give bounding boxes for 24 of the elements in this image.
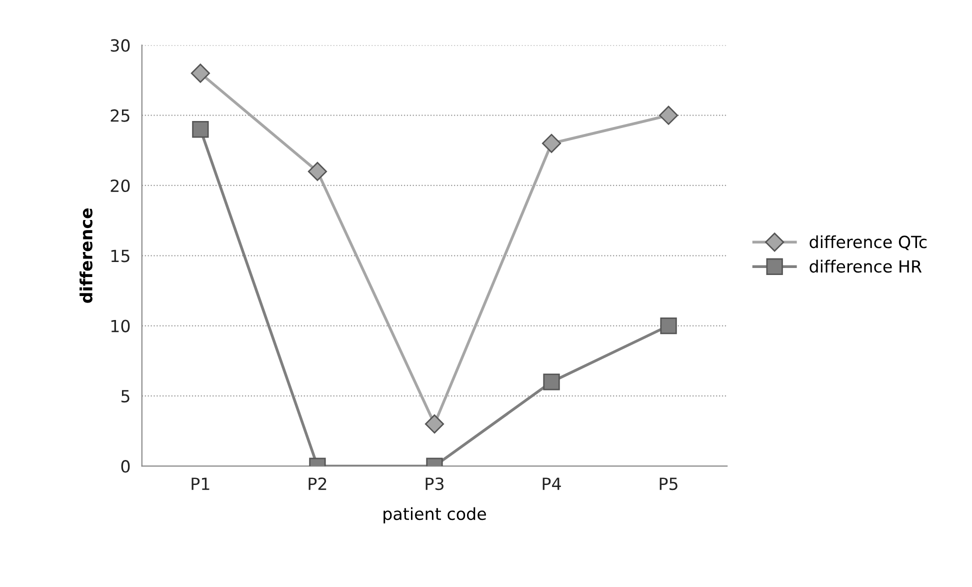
y-tick-label: 15 bbox=[111, 250, 130, 262]
x-tick-label: P2 bbox=[308, 477, 326, 490]
x-tick-label: P4 bbox=[542, 478, 561, 490]
point bbox=[660, 317, 677, 334]
x-tick-label: P1 bbox=[192, 478, 210, 490]
y-tick-label: 10 bbox=[111, 320, 130, 332]
x-tick-label: P5 bbox=[660, 478, 678, 490]
x-tick-label: P3 bbox=[426, 477, 444, 490]
y-tick-label: 5 bbox=[121, 390, 130, 402]
y-tick-label: 25 bbox=[110, 109, 130, 122]
y-tick-label: 30 bbox=[110, 39, 130, 52]
y-tick-label: 0 bbox=[121, 460, 130, 473]
point bbox=[192, 121, 209, 138]
legend-label: difference QTc bbox=[810, 235, 927, 250]
point bbox=[659, 106, 678, 125]
y-axis-title: difference bbox=[80, 208, 92, 303]
legend-label: difference HR bbox=[810, 260, 922, 273]
y-tick-label: 20 bbox=[110, 179, 130, 192]
point bbox=[308, 162, 327, 181]
x-axis-title: patient code bbox=[384, 507, 486, 524]
point bbox=[190, 64, 210, 83]
point bbox=[542, 134, 562, 153]
point bbox=[424, 414, 444, 434]
point bbox=[543, 374, 560, 390]
